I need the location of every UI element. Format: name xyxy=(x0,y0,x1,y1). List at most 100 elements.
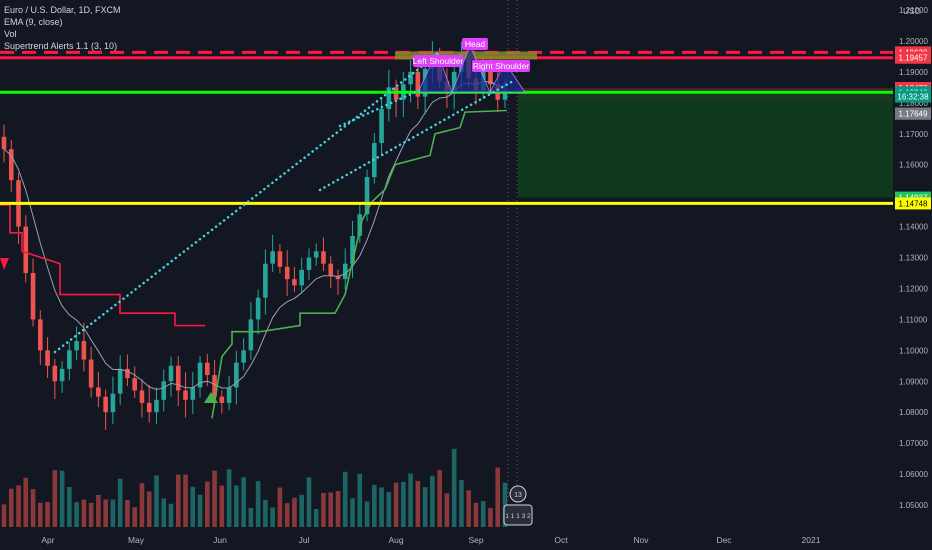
time-tick-label: Aug xyxy=(388,535,403,545)
volume-bar xyxy=(241,477,246,527)
price-tick-label: 1.14000 xyxy=(899,223,928,232)
candle-body xyxy=(45,350,50,366)
volume-bar xyxy=(183,474,188,527)
volume-bar xyxy=(335,490,341,527)
candle-body xyxy=(197,362,203,388)
candle-body xyxy=(263,263,268,298)
price-tick-label: 1.10000 xyxy=(899,346,928,355)
volume-bar xyxy=(459,480,464,527)
price-label-bg xyxy=(895,107,931,120)
volume-bar xyxy=(23,477,29,527)
candle-body xyxy=(292,279,297,286)
supertrend-up-line xyxy=(211,109,508,419)
volume-bar xyxy=(197,494,203,527)
volume-bar xyxy=(263,499,268,527)
event-badge-b xyxy=(503,504,533,526)
candle-body xyxy=(161,381,167,400)
candle-body xyxy=(81,341,87,360)
volume-bar xyxy=(306,477,312,527)
time-tick-label: 2021 xyxy=(802,535,821,545)
candle-body xyxy=(313,251,319,258)
volume-bar xyxy=(415,480,421,527)
time-tick-label: Sep xyxy=(468,535,483,545)
candle-body xyxy=(23,226,29,273)
volume-bar xyxy=(175,474,181,527)
volume-bar xyxy=(270,507,275,527)
sell-signal-marker xyxy=(0,258,9,270)
buy-signal-marker xyxy=(204,392,218,403)
candle-body xyxy=(168,365,174,382)
volume-bar xyxy=(8,488,14,527)
target-zone xyxy=(518,92,893,198)
volume-bar xyxy=(422,487,428,527)
candle-body xyxy=(379,109,384,144)
volume-bar xyxy=(495,467,501,527)
price-tick-label: 1.13000 xyxy=(899,254,928,263)
price-label: 1.19457 xyxy=(899,54,928,63)
candle-body xyxy=(110,393,116,413)
volume-bar xyxy=(299,494,304,527)
legend-ema[interactable]: EMA (9, close) xyxy=(4,17,63,27)
price-label: 16:32:38 xyxy=(897,93,929,102)
volume-bar xyxy=(59,470,65,527)
volume-bar xyxy=(110,499,116,527)
volume-bar xyxy=(277,487,283,527)
trendline-upper-b xyxy=(318,78,517,192)
candle-body xyxy=(52,365,58,382)
volume-bar xyxy=(117,478,123,527)
candle-body xyxy=(488,68,493,85)
volume-bar xyxy=(205,481,210,527)
volume-bar xyxy=(96,494,101,527)
candle-body xyxy=(306,257,312,270)
price-tick-label: 1.06000 xyxy=(899,470,928,479)
trendline-upper-a xyxy=(338,88,422,128)
volume-bar xyxy=(372,484,377,527)
candle-body xyxy=(226,387,232,403)
volume-bar xyxy=(451,448,457,527)
candle-body xyxy=(190,387,196,400)
candle-body xyxy=(132,378,137,391)
candle-body xyxy=(146,402,152,413)
candle-body xyxy=(103,396,108,413)
right-shoulder-label-bg xyxy=(472,60,530,72)
volume-bar xyxy=(190,486,196,527)
volume-bar xyxy=(284,503,290,527)
volume-bar xyxy=(313,508,319,527)
volume-bar xyxy=(364,501,370,527)
volume-bar xyxy=(292,497,297,527)
volume-bar xyxy=(16,485,21,527)
candle-body xyxy=(96,387,101,397)
volume-bar xyxy=(466,490,471,527)
price-label-bg xyxy=(895,197,931,210)
legend-supertrend[interactable]: Supertrend Alerts 1.1 (3, 10) xyxy=(4,41,118,51)
candle-body xyxy=(205,362,210,376)
event-badge-b-text: 1 1 1 3 2 xyxy=(505,513,531,520)
legend-vol[interactable]: Vol xyxy=(4,29,17,39)
left-shoulder-label-bg xyxy=(413,55,463,67)
axis-currency: USD xyxy=(903,6,921,16)
price-tick-label: 1.16000 xyxy=(899,161,928,170)
legend-symbol[interactable]: Euro / U.S. Dollar, 1D, FXCM xyxy=(4,5,121,15)
candle-body xyxy=(117,368,123,394)
time-tick-label: Apr xyxy=(41,535,54,545)
candle-body xyxy=(321,251,326,264)
volume-bar xyxy=(67,486,72,527)
volume-bar xyxy=(132,507,137,527)
price-tick-label: 1.11000 xyxy=(899,315,928,324)
candle-body xyxy=(67,350,72,369)
volume-bar xyxy=(38,502,43,527)
volume-bar xyxy=(1,504,7,527)
candle-body xyxy=(175,365,181,391)
volume-bar xyxy=(219,485,225,527)
head-label-bg xyxy=(462,38,488,50)
trendline-lower xyxy=(53,51,442,354)
left-shoulder-label: Left Shoulder xyxy=(413,56,464,66)
price-tick-label: 1.07000 xyxy=(899,439,928,448)
price-tick-label: 1.05000 xyxy=(899,501,928,510)
volume-bar xyxy=(81,499,87,527)
candle-body xyxy=(139,390,145,403)
volume-bar xyxy=(480,500,486,527)
candle-body xyxy=(219,396,225,403)
candle-body xyxy=(183,390,188,400)
